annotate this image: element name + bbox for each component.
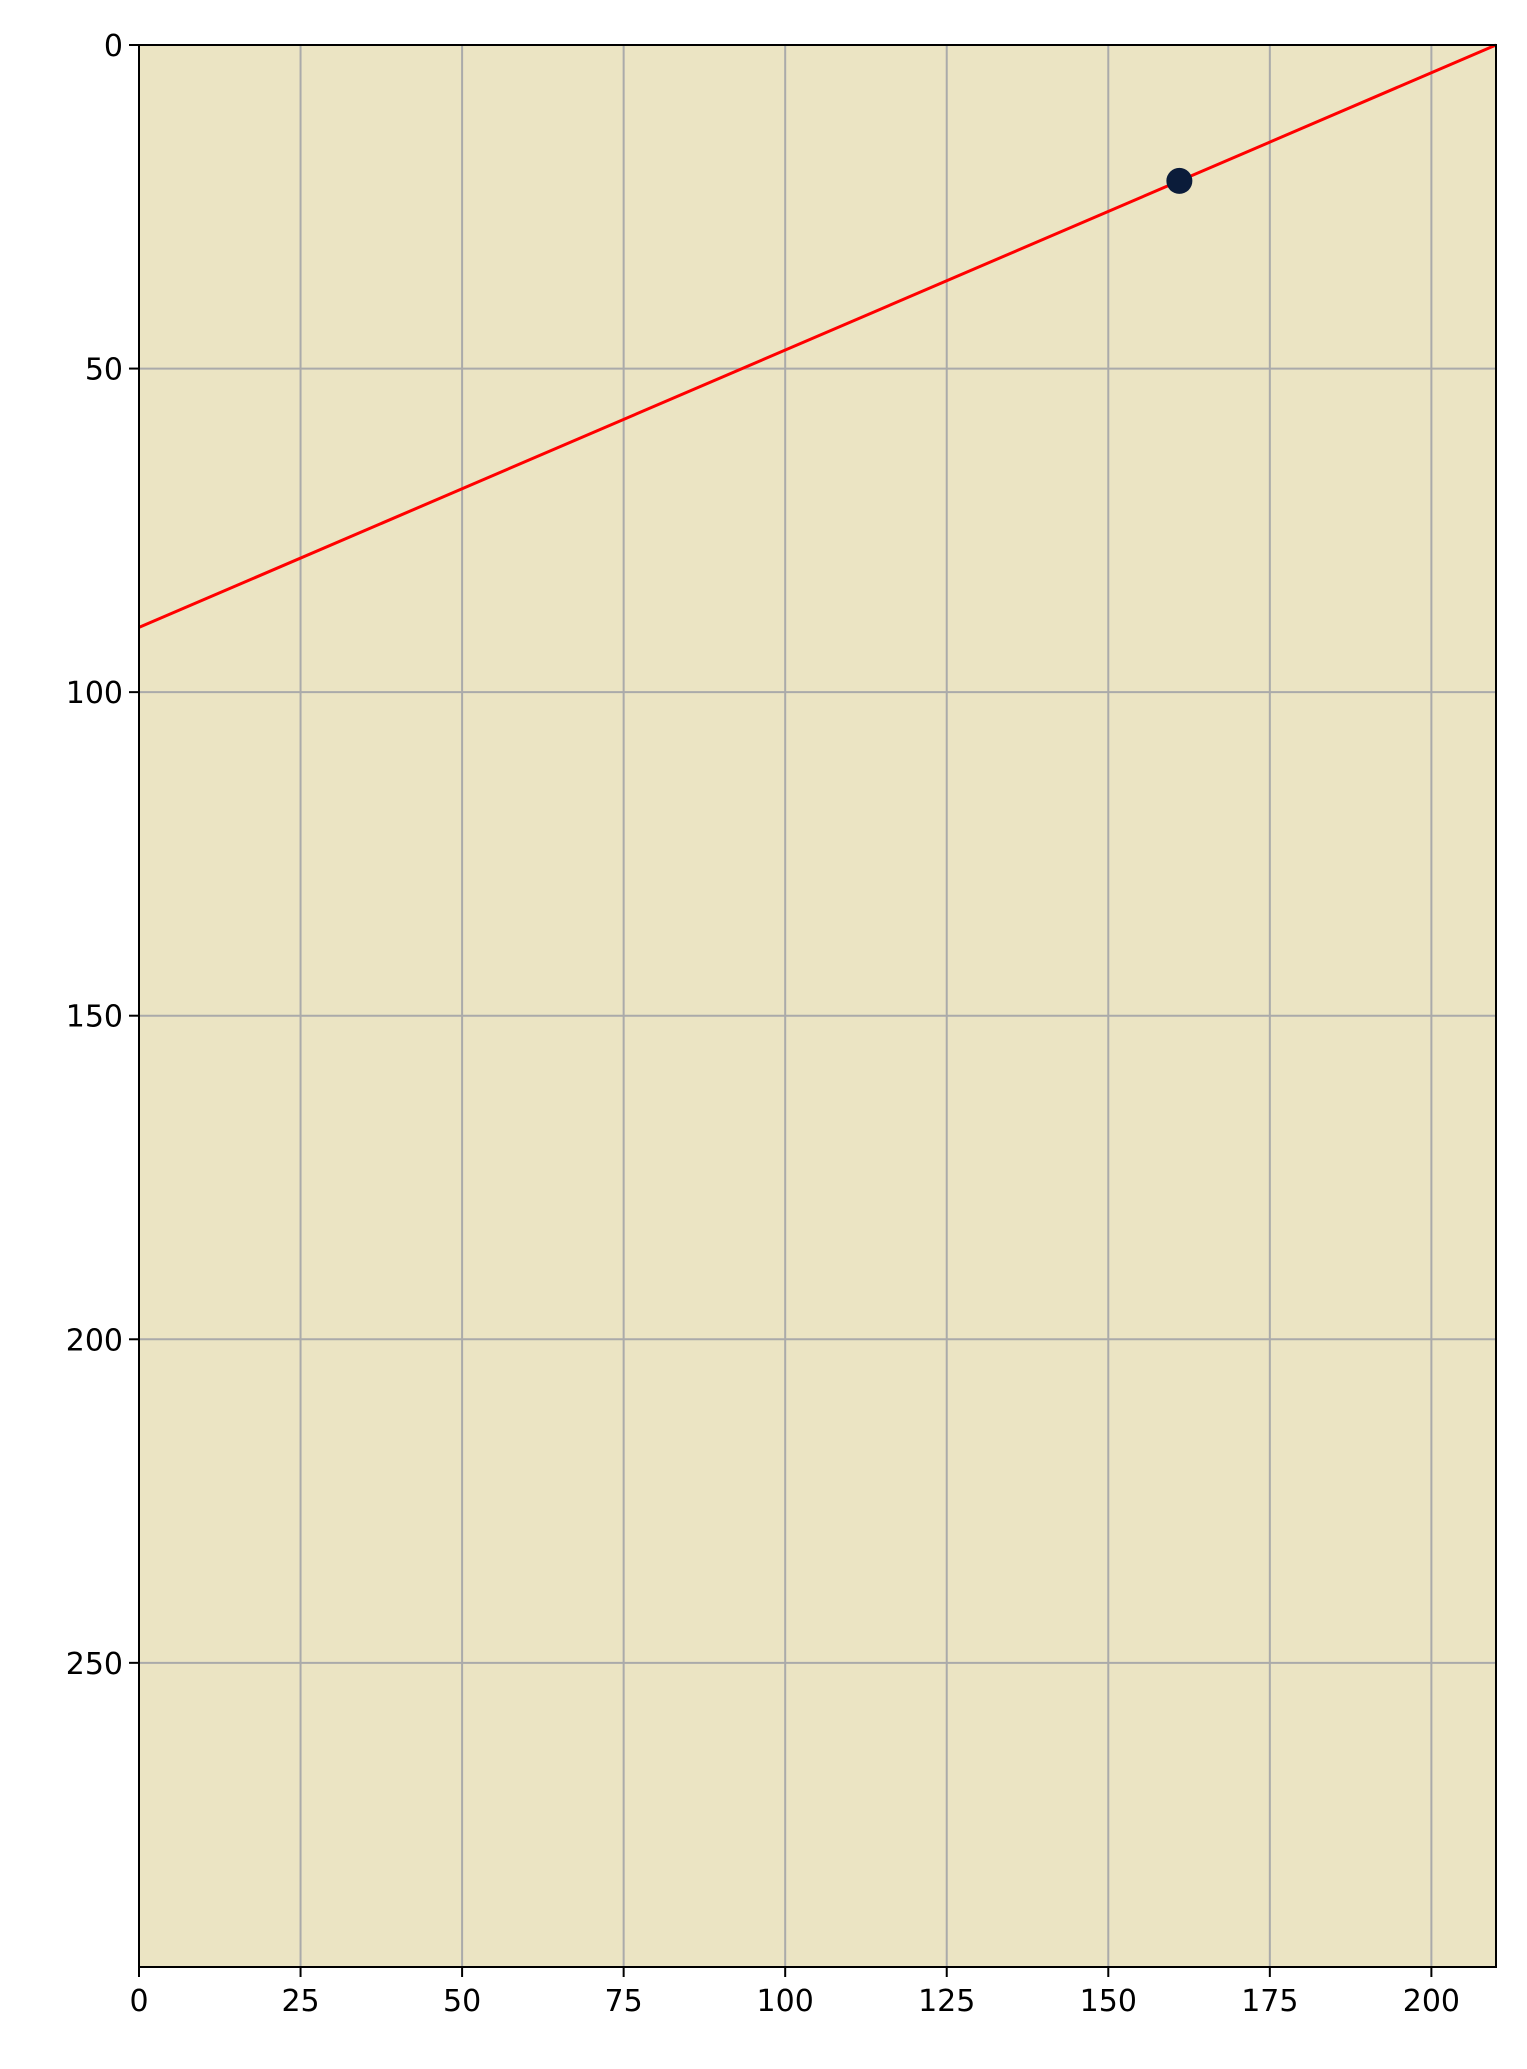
x-tick-label: 0 bbox=[129, 1984, 148, 2019]
chart-marks bbox=[138, 43, 1497, 629]
axis-ticks: 0 25 50 75 100 125 150 175 200 0 50 100 150 200 250 bbox=[66, 29, 1460, 2019]
x-tick-label: 125 bbox=[918, 1984, 975, 2019]
plot-area bbox=[139, 45, 1496, 1967]
x-tick-label: 150 bbox=[1080, 1984, 1137, 2019]
x-tick-label: 200 bbox=[1403, 1984, 1460, 2019]
x-tick-label: 75 bbox=[605, 1984, 643, 2019]
x-tick-label: 175 bbox=[1241, 1984, 1298, 2019]
axes-frame bbox=[138, 44, 1497, 1968]
y-tick-label: 50 bbox=[85, 353, 123, 388]
data-point-1-0 bbox=[1166, 167, 1193, 194]
series-line-0 bbox=[138, 43, 1497, 629]
grid bbox=[138, 44, 1496, 1967]
y-tick-label: 150 bbox=[66, 1000, 123, 1035]
y-tick-label: 250 bbox=[66, 1647, 123, 1682]
x-tick-label: 25 bbox=[281, 1984, 319, 2019]
y-tick-label: 200 bbox=[66, 1323, 123, 1358]
y-tick-label: 100 bbox=[66, 676, 123, 711]
y-tick-label: 0 bbox=[104, 29, 123, 64]
x-tick-label: 50 bbox=[443, 1984, 481, 2019]
x-tick-label: 100 bbox=[757, 1984, 814, 2019]
